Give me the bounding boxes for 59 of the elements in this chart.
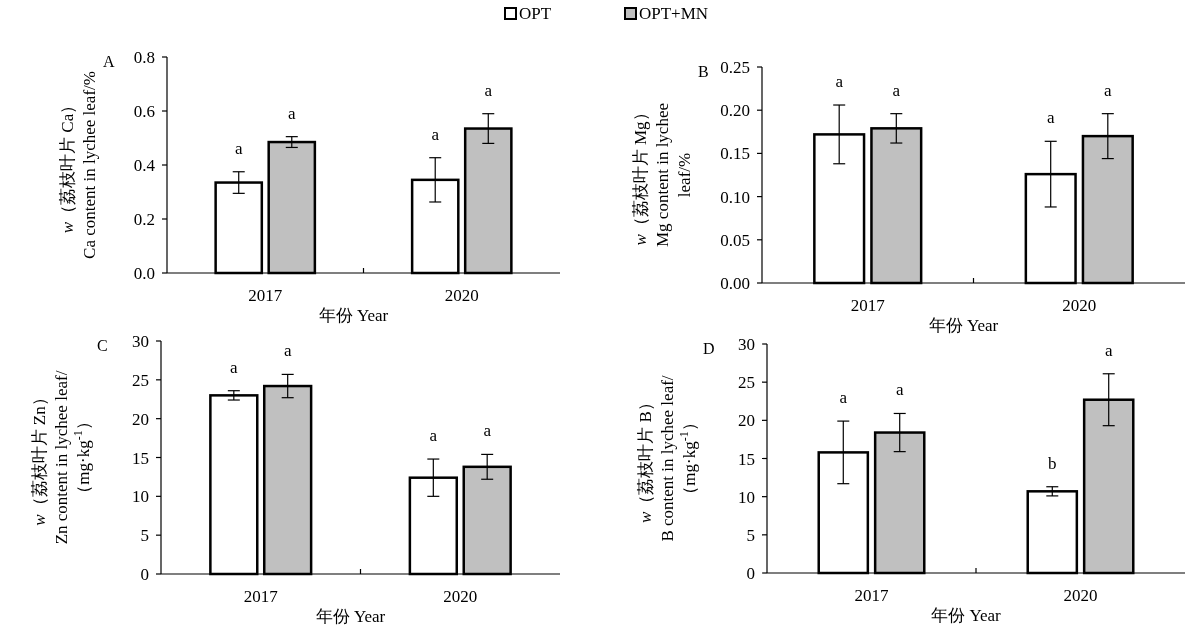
y-tick-label: 20 — [738, 411, 755, 431]
y-tick-label: 0.10 — [720, 187, 750, 207]
y-tick-label: 0.0 — [133, 264, 155, 283]
data-label: a — [429, 426, 438, 446]
y-tick-label: 0.4 — [133, 156, 156, 175]
y-tick-label: 15 — [132, 448, 149, 468]
y-tick-label: 25 — [132, 370, 149, 390]
data-label: b — [1048, 453, 1057, 473]
y-tick-label: 10 — [738, 487, 755, 507]
y-tick-label: 15 — [738, 449, 755, 469]
data-label: a — [839, 388, 848, 408]
data-label: a — [1104, 80, 1113, 100]
y-tick-label: 0.05 — [720, 230, 750, 250]
x-tick-label: 2017 — [850, 296, 886, 315]
y-tick-label: 0.00 — [720, 274, 750, 293]
y-tick-label: 0.20 — [720, 101, 750, 121]
x-tick-label: 2017 — [243, 587, 279, 606]
y-tick-label: 0 — [140, 565, 149, 584]
y-tick-label: 0 — [746, 564, 755, 583]
chart-title: A — [103, 53, 115, 70]
data-label: a — [892, 80, 901, 100]
legend-label: OPT — [519, 4, 552, 23]
y-tick-label: 30 — [132, 332, 149, 351]
data-label: a — [895, 380, 904, 400]
data-label: a — [483, 421, 492, 441]
y-tick-label: 5 — [140, 526, 149, 546]
x-tick-label: 2020 — [444, 286, 479, 305]
chart-title: C — [97, 337, 108, 354]
x-axis-title: 年份 Year — [931, 606, 1002, 625]
legend-label: OPT+MN — [639, 4, 709, 23]
x-axis-title: 年份 Year — [318, 306, 389, 325]
data-label: a — [1104, 340, 1113, 360]
y-tick-label: 20 — [132, 409, 149, 429]
y-tick-label: 5 — [746, 525, 755, 545]
x-tick-label: 2020 — [1062, 296, 1097, 315]
data-label: a — [431, 124, 440, 144]
data-label: a — [288, 103, 296, 123]
x-tick-label: 2020 — [1063, 586, 1098, 605]
x-tick-label: 2017 — [854, 586, 889, 605]
x-axis-title: 年份 Year — [928, 316, 999, 335]
data-label: a — [234, 138, 243, 158]
y-tick-label: 30 — [738, 335, 755, 354]
y-tick-label: 0.15 — [720, 144, 750, 164]
chart-title: D — [703, 340, 715, 357]
y-tick-label: 0.2 — [133, 210, 155, 229]
data-label: a — [230, 357, 239, 377]
y-tick-label: 0.25 — [720, 58, 750, 77]
data-label: a — [835, 72, 844, 92]
y-tick-label: 10 — [132, 487, 149, 507]
x-axis-title: 年份 Year — [315, 607, 386, 626]
y-tick-label: 0.8 — [133, 48, 155, 67]
x-tick-label: 2020 — [443, 587, 478, 606]
x-tick-label: 2017 — [248, 286, 283, 305]
data-label: a — [1046, 108, 1055, 128]
data-label: a — [283, 341, 292, 361]
data-label: a — [484, 80, 493, 100]
y-tick-label: 25 — [738, 373, 755, 393]
y-tick-label: 0.6 — [133, 102, 155, 121]
chart-title: B — [698, 63, 709, 80]
